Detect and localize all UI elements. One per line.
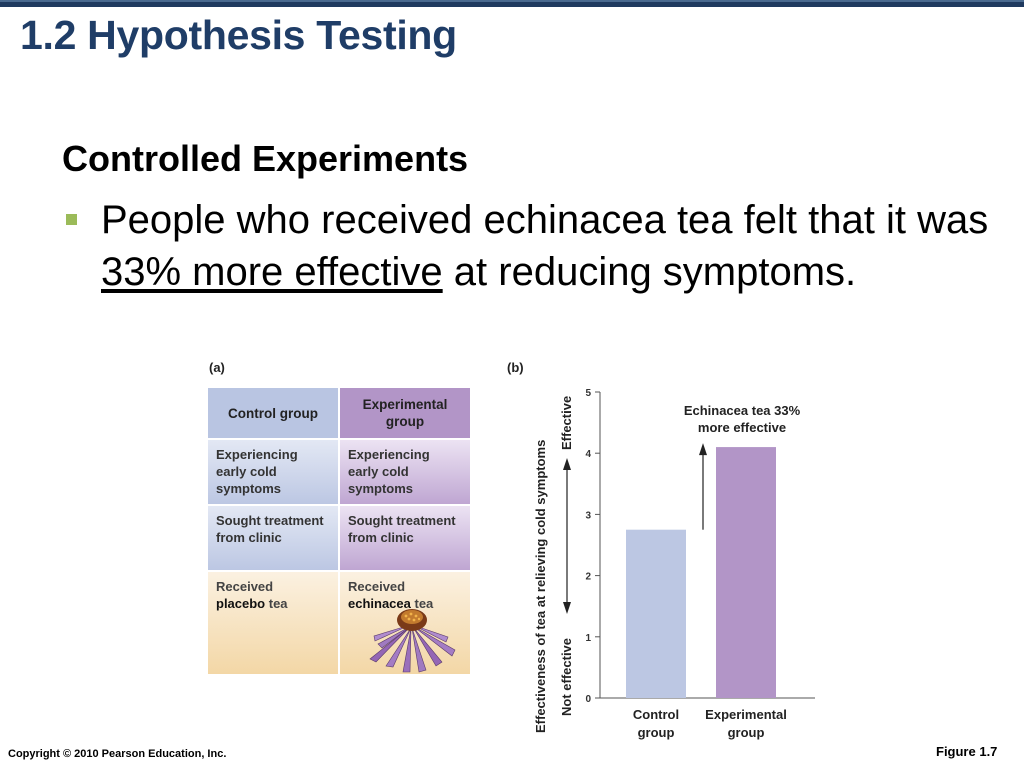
slide-subheading: Controlled Experiments [62,138,469,179]
bullet-marker-icon [66,214,77,225]
bullet-text-emphasis: 33% more effective [101,250,443,294]
top-bar [0,0,1024,7]
y-axis-label: Effectiveness of tea at relieving cold s… [533,440,548,733]
figure-reference: Figure 1.7 [936,744,998,759]
x-category-label: group [728,725,765,740]
figure-a-label: (a) [209,360,225,375]
top-bar-highlight [0,0,1024,2]
arrow-down-icon [563,602,571,614]
y-tick-label: 4 [585,449,591,460]
y-tick-label: 0 [585,694,591,705]
y-tick-label: 2 [585,572,591,583]
copyright-notice: Copyright © 2010 Pearson Education, Inc. [8,748,227,760]
control-row-1: Experiencing early cold symptoms [208,440,338,504]
experimental-row-3-post: tea [414,596,434,611]
annotation-text: Echinacea tea 33% [684,403,801,418]
control-group-header: Control group [208,388,338,438]
echinacea-flower-icon [369,609,456,673]
experimental-row-3-pre: Received [348,579,406,594]
bullet-text: People who received echinacea tea felt t… [101,194,1001,298]
experimental-row-1: Experiencing early cold symptoms [340,440,470,504]
experimental-group-header: Experimental group [340,388,470,438]
arrow-up-icon [563,458,571,470]
x-category-label: Experimental [705,707,787,722]
experimental-row-2: Sought treatment from clinic [340,506,470,570]
bar-control [626,529,686,698]
y-axis-effective-label: Effective [559,396,574,450]
experimental-row-3-bold: echinacea [348,596,411,611]
bar-experimental [716,447,776,698]
y-tick-label: 1 [585,633,591,644]
control-row-3-pre: Received [216,579,274,594]
bullet-text-end: at reducing symptoms. [442,250,857,294]
x-category-label: group [638,725,675,740]
x-category-label: Control [633,707,679,722]
slide-title: 1.2 Hypothesis Testing [20,12,457,58]
control-row-2: Sought treatment from clinic [208,506,338,570]
annotation-text: more effective [698,420,786,435]
control-row-3-post: tea [268,596,288,611]
y-axis-not-effective-label: Not effective [559,638,574,716]
y-tick-label: 3 [585,510,591,521]
effectiveness-bar-chart: Effectiveness of tea at relieving cold s… [533,388,815,740]
experiment-design-table: Control group Experimental group Experie… [208,388,470,674]
control-row-3-bold: placebo [216,596,266,611]
figure-b-label: (b) [507,360,524,375]
bullet-text-start: People who received echinacea tea felt t… [101,198,989,242]
y-tick-label: 5 [585,388,591,399]
control-row-3: Received placebo tea [208,572,338,674]
annotation-arrow-head-icon [699,443,707,456]
